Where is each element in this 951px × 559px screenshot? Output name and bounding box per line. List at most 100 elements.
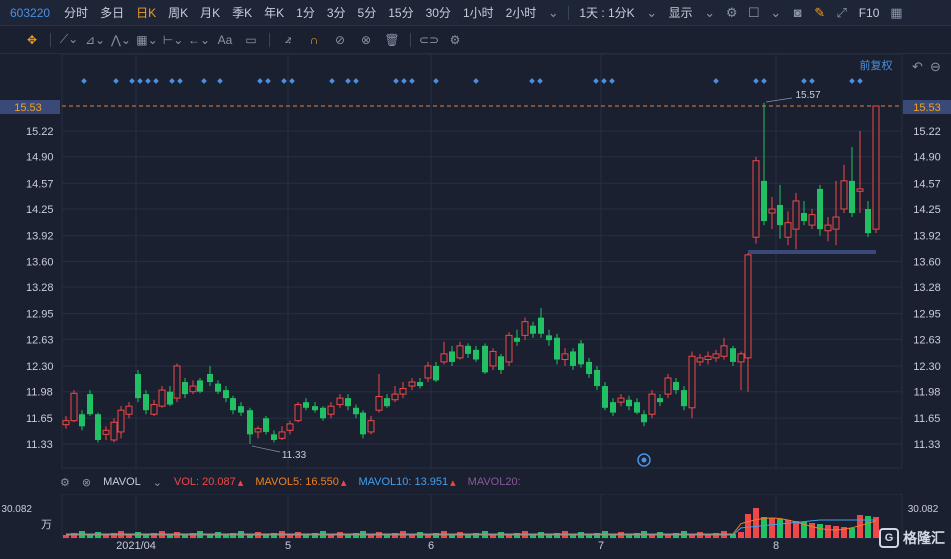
tab-zhouk[interactable]: 周K (168, 6, 189, 20)
comment-icon[interactable]: ▭ (245, 32, 257, 47)
event-dot[interactable] (537, 78, 543, 84)
event-dot[interactable] (153, 78, 159, 84)
tab-1min[interactable]: 1分 (296, 6, 315, 20)
chevron-down-icon[interactable]: ⌄ (646, 4, 658, 20)
indicator-name[interactable]: MAVOL (103, 476, 141, 488)
tab-rik[interactable]: 日K (136, 6, 157, 20)
event-dot[interactable] (145, 78, 151, 84)
event-dot[interactable] (609, 78, 615, 84)
candle-body (367, 420, 375, 433)
adjust-button[interactable]: 前复权 (860, 58, 893, 72)
candle-body (223, 390, 229, 399)
trash-icon[interactable]: 🗑 (384, 32, 400, 47)
event-dot[interactable] (401, 78, 407, 84)
event-dot[interactable] (753, 78, 759, 84)
display-menu[interactable]: 显示 (668, 6, 693, 20)
chevron-down-icon[interactable]: ⌄ (547, 4, 559, 20)
event-dot[interactable] (353, 78, 359, 84)
tab-yuek[interactable]: 月K (200, 6, 221, 20)
support-line (748, 250, 876, 254)
event-dot[interactable] (217, 78, 223, 84)
grid-tool-icon[interactable]: ▦⌄ (136, 32, 158, 47)
magnet-icon[interactable]: ∩ (309, 32, 319, 47)
line-tool-icon[interactable]: ⟋⌄ (59, 32, 79, 46)
pencil-icon[interactable]: ✎ (814, 4, 826, 20)
candle-body (744, 254, 752, 359)
event-dot[interactable] (289, 78, 295, 84)
event-icon[interactable] (637, 453, 651, 467)
range-tool-icon[interactable]: ⊢⌄ (162, 32, 184, 47)
tab-5min[interactable]: 5分 (357, 6, 377, 20)
candle-body (681, 390, 687, 407)
candle-body (391, 393, 399, 401)
channel-tool-icon[interactable]: ⊿⌄ (84, 32, 106, 47)
wave-tool-icon[interactable]: ⋀⌄ (111, 32, 131, 47)
grid-icon[interactable]: ▦ (890, 4, 903, 20)
stock-code[interactable]: 603220 (10, 5, 51, 20)
event-dot[interactable] (201, 78, 207, 84)
event-dot[interactable] (593, 78, 599, 84)
event-dot[interactable] (257, 78, 263, 84)
date-label: 5 (285, 540, 291, 552)
expand-icon[interactable]: ⤢ (836, 4, 847, 20)
combo-select[interactable]: 1天 : 1分K (579, 6, 635, 20)
event-dot[interactable] (177, 78, 183, 84)
settings-icon[interactable]: ⚙ (60, 476, 70, 489)
tab-30min[interactable]: 30分 (425, 6, 451, 20)
chevron-down-icon[interactable]: ⌄ (704, 4, 716, 20)
volume-bar (626, 535, 632, 538)
event-markers[interactable] (81, 78, 863, 84)
gear-icon[interactable]: ⚙ (725, 4, 738, 20)
event-dot[interactable] (849, 78, 855, 84)
volume-bar (753, 508, 759, 538)
event-dot[interactable] (409, 78, 415, 84)
event-dot[interactable] (601, 78, 607, 84)
event-dot[interactable] (281, 78, 287, 84)
chart-canvas[interactable]: 15.22 14.90 14.57 14.25 13.92 13.60 13.28 12.95… (0, 53, 951, 554)
event-dot[interactable] (473, 78, 479, 84)
event-dot[interactable] (81, 78, 87, 84)
event-dot[interactable] (857, 78, 863, 84)
checkbox-icon[interactable]: ☐ (747, 4, 760, 20)
candle-body (554, 337, 560, 360)
tab-niank[interactable]: 年K (264, 6, 285, 20)
camera-icon[interactable]: ◙ (793, 5, 802, 20)
tab-fenshi[interactable]: 分时 (64, 6, 89, 20)
lock-icon[interactable]: ⊘ (334, 32, 346, 47)
event-dot[interactable] (529, 78, 535, 84)
hide-icon[interactable]: ⊗ (360, 32, 372, 47)
event-dot[interactable] (345, 78, 351, 84)
arrow-tool-icon[interactable]: ←⌄ (187, 32, 211, 47)
event-dot[interactable] (433, 78, 439, 84)
tab-1hour[interactable]: 1小时 (462, 6, 494, 20)
ruler-icon[interactable]: ⦨ (284, 32, 292, 46)
event-dot[interactable] (761, 78, 767, 84)
event-dot[interactable] (113, 78, 119, 84)
event-dot[interactable] (169, 78, 175, 84)
text-tool[interactable]: Aa (217, 32, 233, 47)
undo-icon[interactable]: ↶ (912, 59, 923, 74)
event-dot[interactable] (265, 78, 271, 84)
reset-icon[interactable]: ⊖ (930, 59, 941, 74)
tab-duori[interactable]: 多日 (100, 6, 125, 20)
chevron-down-icon[interactable]: ⌄ (152, 476, 163, 489)
tab-15min[interactable]: 15分 (388, 6, 414, 20)
toggle-icon[interactable]: ⊂⊃ (418, 32, 440, 47)
close-icon[interactable]: ⊗ (81, 476, 92, 489)
event-dot[interactable] (801, 78, 807, 84)
event-dot[interactable] (137, 78, 143, 84)
kline-chart[interactable]: 15.22 14.90 14.57 14.25 13.92 13.60 13.28 12.95… (0, 53, 951, 554)
event-dot[interactable] (393, 78, 399, 84)
event-dot[interactable] (809, 78, 815, 84)
event-dot[interactable] (713, 78, 719, 84)
candle-body (610, 402, 616, 413)
f10-button[interactable]: F10 (858, 5, 880, 20)
settings-icon[interactable]: ⚙ (449, 32, 461, 47)
tab-3min[interactable]: 3分 (326, 6, 346, 20)
chevron-down-icon[interactable]: ⌄ (770, 4, 782, 20)
move-icon[interactable]: ✥ (26, 32, 38, 47)
event-dot[interactable] (329, 78, 335, 84)
tab-jik[interactable]: 季K (232, 6, 253, 20)
event-dot[interactable] (129, 78, 135, 84)
tab-2hour[interactable]: 2小时 (505, 6, 537, 20)
